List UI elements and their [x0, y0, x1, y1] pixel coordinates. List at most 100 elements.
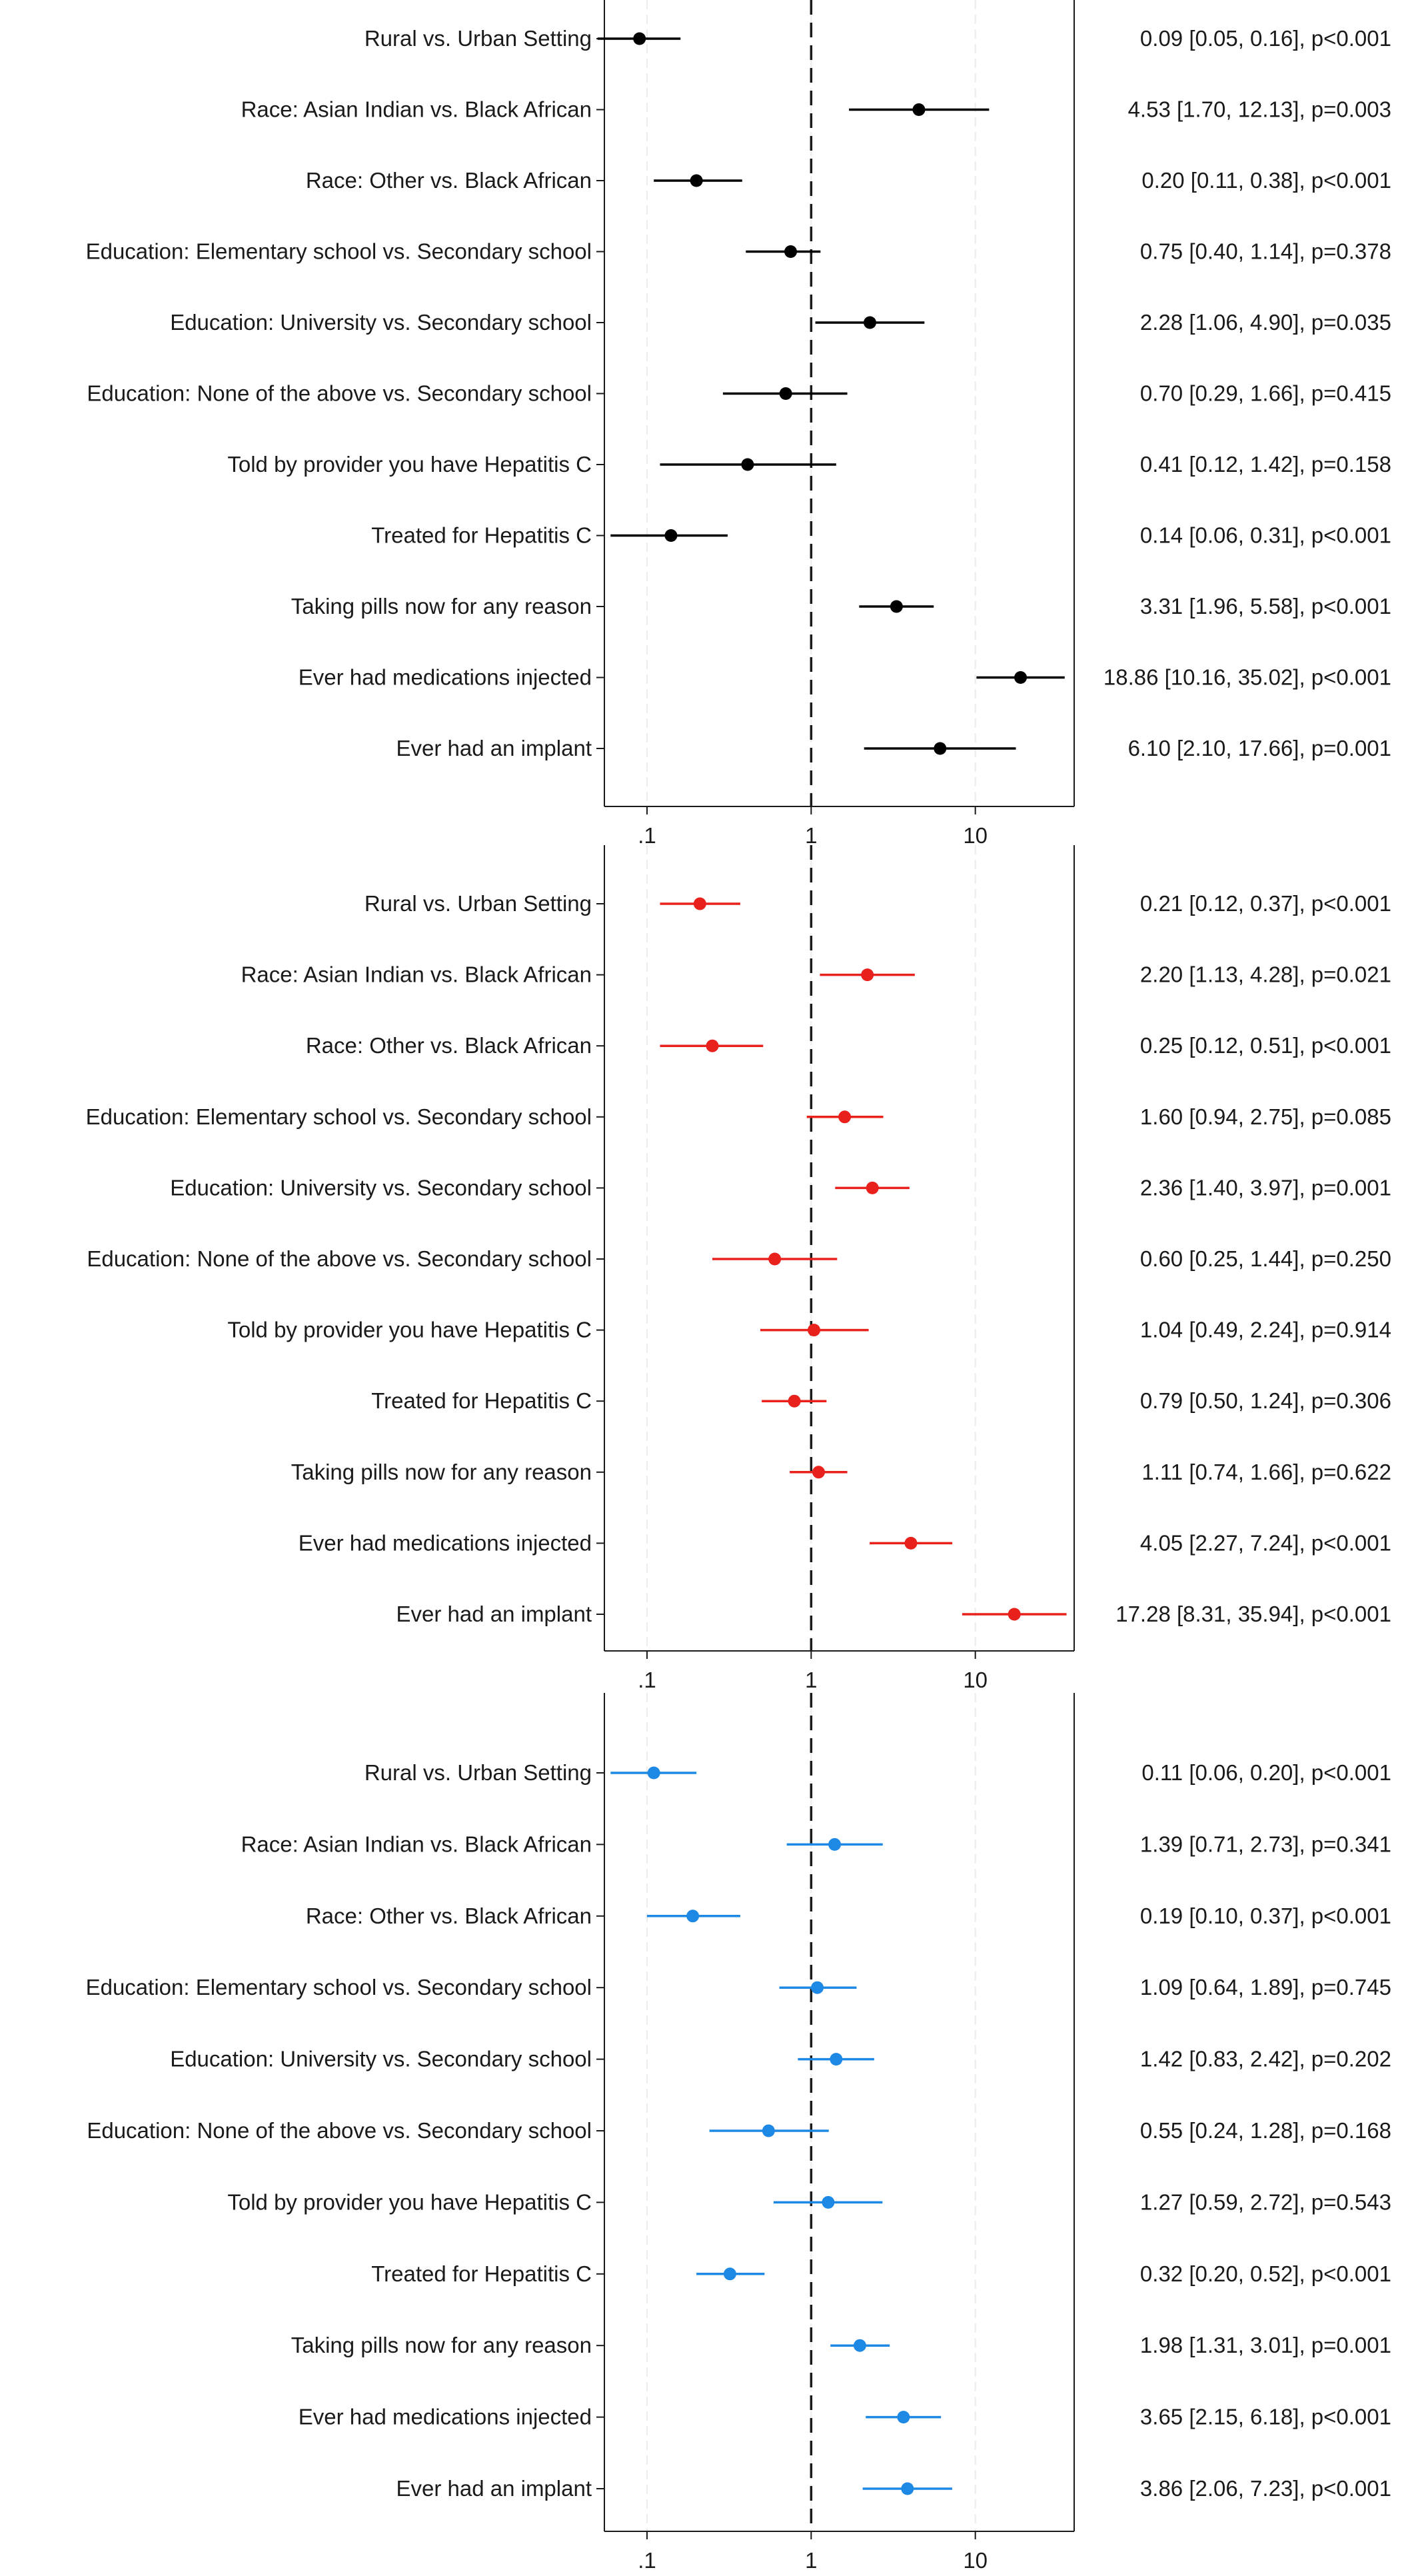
estimate-text: 2.20 [1.13, 4.28], p=0.021 — [1140, 962, 1391, 987]
estimate-text: 0.32 [0.20, 0.52], p<0.001 — [1140, 2261, 1391, 2286]
estimate-text: 18.86 [10.16, 35.02], p<0.001 — [1103, 665, 1391, 690]
row-label: Education: None of the above vs. Seconda… — [87, 381, 592, 406]
row-label: Ever had an implant — [396, 2476, 592, 2501]
odds-ratio-point — [866, 1181, 879, 1194]
x-tick-label: 10 — [963, 823, 988, 848]
odds-ratio-point — [647, 1766, 660, 1780]
odds-ratio-point — [812, 1466, 825, 1479]
odds-ratio-point — [828, 1838, 842, 1851]
row-label: Race: Asian Indian vs. Black African — [241, 962, 592, 987]
forest-row: Education: None of the above vs. Seconda… — [87, 1246, 1391, 1271]
estimate-text: 1.98 [1.31, 3.01], p=0.001 — [1140, 2333, 1391, 2357]
odds-ratio-point — [741, 458, 754, 471]
odds-ratio-point — [822, 2195, 835, 2209]
odds-ratio-point — [762, 2124, 775, 2137]
forest-row: Ever had an implant 3.86 [2.06, 7.23], p<… — [396, 2476, 1391, 2501]
odds-ratio-point — [864, 316, 877, 329]
forest-row: Told by provider you have Hepatitis C 1.2… — [227, 2189, 1391, 2214]
estimate-text: 0.55 [0.24, 1.28], p=0.168 — [1140, 2118, 1391, 2143]
odds-ratio-point — [808, 1324, 821, 1337]
odds-ratio-point — [861, 968, 874, 982]
row-label: Treated for Hepatitis C — [371, 523, 592, 548]
row-label: Ever had medications injected — [299, 2405, 592, 2429]
forest-row: Ever had medications injected 4.05 [2.27,… — [299, 1530, 1391, 1555]
estimate-text: 3.86 [2.06, 7.23], p<0.001 — [1140, 2476, 1391, 2501]
x-tick-label: .1 — [638, 2548, 656, 2573]
forest-row: Told by provider you have Hepatitis C 1.0… — [227, 1318, 1391, 1342]
row-label: Education: Elementary school vs. Seconda… — [86, 1104, 592, 1129]
row-label: Education: None of the above vs. Seconda… — [87, 1246, 592, 1271]
odds-ratio-point — [853, 2339, 866, 2352]
forest-row: Education: None of the above vs. Seconda… — [87, 381, 1391, 406]
estimate-text: 1.39 [0.71, 2.73], p=0.341 — [1140, 1832, 1391, 1856]
row-label: Ever had an implant — [396, 736, 592, 760]
row-label: Education: Elementary school vs. Seconda… — [86, 1975, 592, 1999]
row-label: Education: University vs. Secondary scho… — [170, 2047, 592, 2071]
row-label: Race: Asian Indian vs. Black African — [241, 97, 592, 122]
estimate-text: 0.75 [0.40, 1.14], p=0.378 — [1140, 239, 1391, 264]
forest-row: Taking pills now for any reason 3.31 [1.9… — [291, 594, 1391, 619]
forest-row: Race: Asian Indian vs. Black African 2.20… — [241, 962, 1391, 987]
estimate-text: 3.65 [2.15, 6.18], p<0.001 — [1140, 2405, 1391, 2429]
estimate-text: 4.53 [1.70, 12.13], p=0.003 — [1128, 97, 1391, 122]
estimate-text: 1.42 [0.83, 2.42], p=0.202 — [1140, 2047, 1391, 2071]
forest-row: Race: Asian Indian vs. Black African 4.53… — [241, 97, 1391, 122]
forest-row: Race: Other vs. Black African 0.25 [0.12,… — [306, 1033, 1391, 1058]
row-label: Taking pills now for any reason — [291, 594, 592, 619]
estimate-text: 0.60 [0.25, 1.44], p=0.250 — [1140, 1246, 1391, 1271]
estimate-text: 6.10 [2.10, 17.66], p=0.001 — [1128, 736, 1391, 760]
forest-row: Rural vs. Urban Setting 0.21 [0.12, 0.37]… — [364, 891, 1391, 916]
odds-ratio-point — [693, 897, 706, 910]
row-label: Told by provider you have Hepatitis C — [227, 1318, 592, 1342]
row-label: Treated for Hepatitis C — [371, 1388, 592, 1413]
odds-ratio-point — [901, 2482, 914, 2495]
odds-ratio-point — [664, 529, 678, 542]
x-tick-label: 1 — [805, 1668, 817, 1692]
forest-row: Treated for Hepatitis C 0.32 [0.20, 0.52]… — [371, 2261, 1391, 2286]
estimate-text: 0.20 [0.11, 0.38], p<0.001 — [1141, 168, 1391, 193]
estimate-text: 0.70 [0.29, 1.66], p=0.415 — [1140, 381, 1391, 406]
odds-ratio-point — [686, 1910, 700, 1923]
forest-row: Education: Elementary school vs. Seconda… — [86, 239, 1391, 264]
row-label: Race: Asian Indian vs. Black African — [241, 1832, 592, 1856]
odds-ratio-point — [690, 174, 703, 187]
estimate-text: 1.11 [0.74, 1.66], p=0.622 — [1141, 1460, 1391, 1484]
estimate-text: 0.14 [0.06, 0.31], p<0.001 — [1140, 523, 1391, 548]
odds-ratio-point — [788, 1394, 801, 1408]
odds-ratio-point — [838, 1110, 852, 1124]
odds-ratio-point — [904, 1536, 918, 1550]
estimate-text: 0.25 [0.12, 0.51], p<0.001 — [1140, 1033, 1391, 1058]
estimate-text: 1.60 [0.94, 2.75], p=0.085 — [1140, 1104, 1391, 1129]
forest-row: Ever had an implant 17.28 [8.31, 35.94], … — [396, 1602, 1391, 1626]
x-tick-label: 10 — [963, 2548, 988, 2573]
forest-row: Education: Elementary school vs. Seconda… — [86, 1975, 1391, 1999]
row-label: Taking pills now for any reason — [291, 1460, 592, 1484]
row-label: Education: None of the above vs. Seconda… — [87, 2118, 592, 2143]
estimate-text: 1.09 [0.64, 1.89], p=0.745 — [1140, 1975, 1391, 1999]
row-label: Race: Other vs. Black African — [306, 1904, 592, 1928]
forest-row: Ever had an implant 6.10 [2.10, 17.66], p… — [396, 736, 1391, 760]
estimate-text: 4.05 [2.27, 7.24], p<0.001 — [1140, 1530, 1391, 1555]
odds-ratio-point — [1014, 671, 1028, 684]
odds-ratio-point — [768, 1252, 782, 1266]
row-label: Told by provider you have Hepatitis C — [227, 452, 592, 477]
odds-ratio-point — [811, 1981, 824, 1994]
row-label: Ever had medications injected — [299, 665, 592, 690]
forest-row: Ever had medications injected 3.65 [2.15,… — [299, 2405, 1391, 2429]
row-label: Education: University vs. Secondary scho… — [170, 310, 592, 335]
odds-ratio-point — [723, 2267, 736, 2281]
forest-row: Education: Elementary school vs. Seconda… — [86, 1104, 1391, 1129]
odds-ratio-point — [784, 245, 798, 258]
forest-panel-3: .1 1 10 Rural vs. Urban Setting 0.11 [0.06, … — [86, 1693, 1391, 2573]
odds-ratio-point — [912, 103, 926, 116]
x-tick-label: .1 — [638, 1668, 656, 1692]
forest-panel-1: .1 1 10 Rural vs. Urban Setting 0.09 [0.05, … — [86, 0, 1391, 848]
forest-row: Taking pills now for any reason 1.11 [0.7… — [291, 1460, 1391, 1484]
estimate-text: 1.27 [0.59, 2.72], p=0.543 — [1140, 2189, 1391, 2214]
forest-row: Race: Other vs. Black African 0.20 [0.11,… — [306, 168, 1391, 193]
forest-row: Treated for Hepatitis C 0.79 [0.50, 1.24]… — [371, 1388, 1391, 1413]
estimate-text: 0.79 [0.50, 1.24], p=0.306 — [1140, 1388, 1391, 1413]
forest-panel-2: .1 1 10 Rural vs. Urban Setting 0.21 [0.12, … — [86, 845, 1391, 1692]
odds-ratio-point — [633, 32, 646, 45]
row-label: Education: University vs. Secondary scho… — [170, 1175, 592, 1200]
